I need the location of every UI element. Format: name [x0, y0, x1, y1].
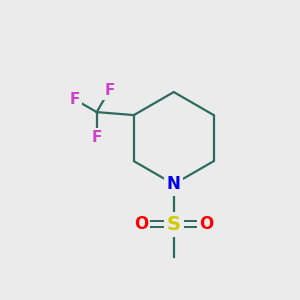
Text: S: S — [167, 215, 181, 234]
Text: N: N — [167, 175, 181, 193]
Text: O: O — [199, 215, 214, 233]
Text: F: F — [70, 92, 80, 107]
Text: F: F — [104, 83, 115, 98]
Text: O: O — [134, 215, 148, 233]
Text: F: F — [92, 130, 102, 145]
